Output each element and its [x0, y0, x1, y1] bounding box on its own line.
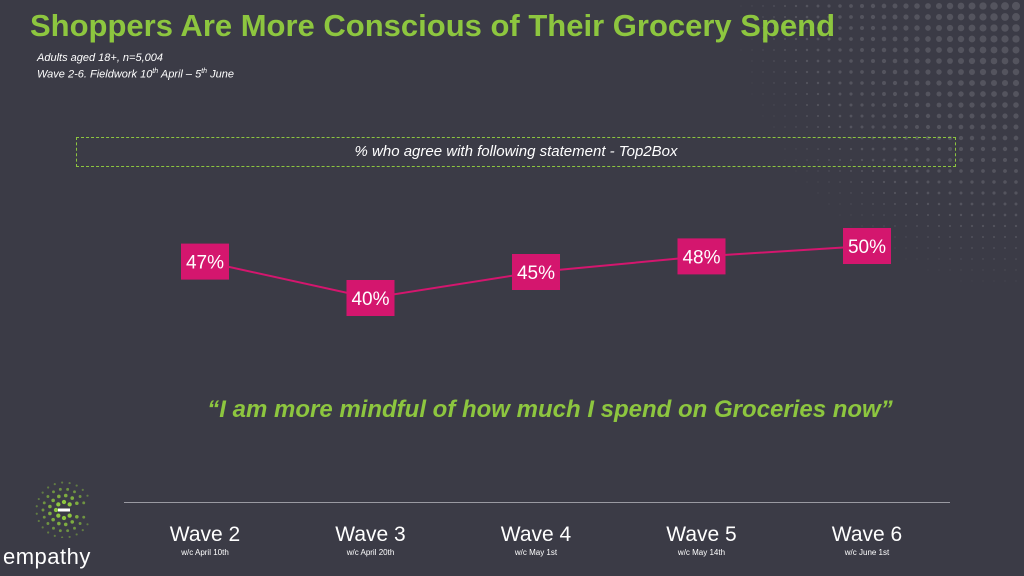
fieldwork-note: Wave 2-6. Fieldwork 10th April – 5th Jun… — [37, 68, 234, 81]
wave-label: Wave 2 — [169, 523, 241, 546]
data-label-box — [346, 280, 395, 316]
data-label: 48% — [682, 247, 720, 268]
data-label: 45% — [517, 263, 555, 284]
x-tick-label: Wave 6 w/c June 1st — [792, 523, 942, 558]
empathy-logo-icon — [35, 481, 89, 538]
x-tick-label: Wave 4 w/c May 1st — [461, 523, 611, 558]
wave-label: Wave 6 — [831, 523, 903, 546]
x-tick-label: Wave 5 w/c May 14th — [627, 523, 777, 558]
data-label-box — [843, 228, 891, 264]
dot-pattern-decoration — [740, 1, 1021, 282]
data-label: 50% — [848, 237, 886, 258]
statement-quote: “I am more mindful of how much I spend o… — [207, 396, 893, 423]
wave-date: w/c April 10th — [181, 548, 229, 557]
wave-label: Wave 5 — [666, 523, 737, 546]
wave-date: w/c June 1st — [844, 548, 890, 557]
page-title: Shoppers Are More Conscious of Their Gro… — [30, 8, 836, 43]
sample-note: Adults aged 18+, n=5,004 — [37, 52, 163, 64]
data-point: 50% — [843, 228, 891, 264]
wave-label: Wave 3 — [335, 523, 406, 546]
data-point: 40% — [346, 280, 395, 316]
wave-date: w/c May 14th — [677, 548, 726, 557]
data-label: 47% — [186, 253, 224, 274]
x-tick-label: Wave 3 w/c April 20th — [296, 523, 446, 558]
brand-name: empathy — [3, 544, 91, 569]
x-tick-label: Wave 2 w/c April 10th — [130, 523, 280, 558]
statement-box: % who agree with following statement - T… — [76, 137, 956, 167]
wave-date: w/c April 20th — [346, 548, 395, 557]
data-point: 45% — [512, 254, 560, 290]
x-axis-line — [124, 502, 950, 503]
wave-label: Wave 4 — [500, 523, 572, 546]
data-label-box — [677, 238, 726, 275]
data-label-box — [181, 243, 229, 280]
wave-date: w/c May 1st — [514, 548, 558, 557]
data-label-box — [512, 254, 560, 290]
data-point: 48% — [677, 238, 726, 275]
data-point: 47% — [181, 243, 229, 280]
data-label: 40% — [351, 289, 389, 310]
